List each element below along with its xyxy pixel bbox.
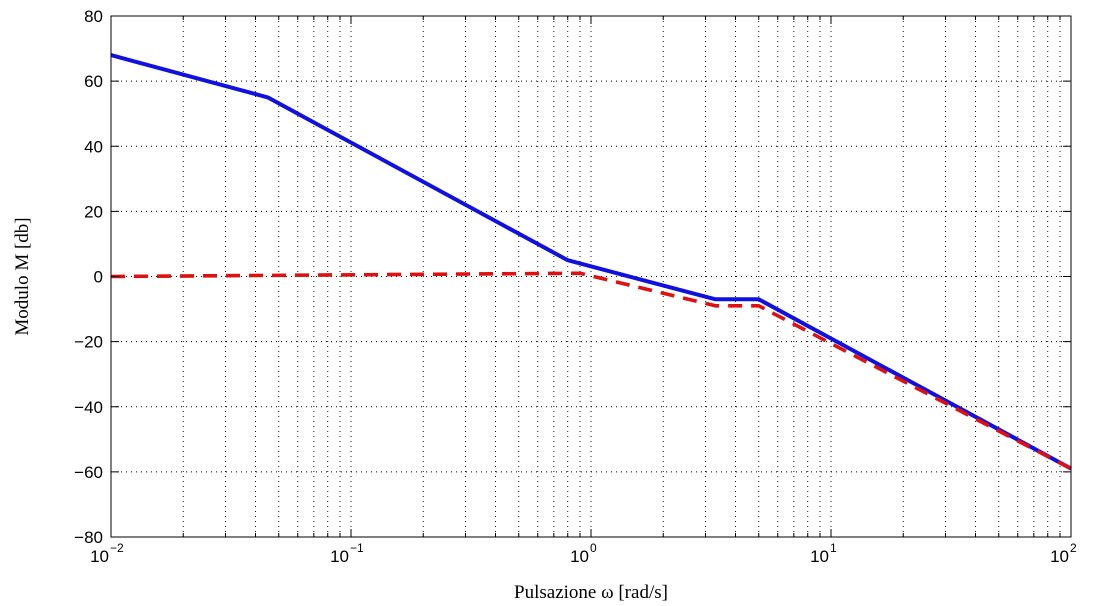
y-tick-label: 0 bbox=[94, 268, 103, 287]
series-layer bbox=[110, 53, 1072, 471]
x-axis-title: Pulsazione ω [rad/s] bbox=[514, 582, 668, 603]
x-tick-label-base: 10 bbox=[1050, 547, 1069, 566]
y-tick-label: 60 bbox=[84, 72, 103, 91]
x-tick-label-base: 10 bbox=[810, 547, 829, 566]
y-tick-label: −60 bbox=[74, 463, 103, 482]
series-line-1 bbox=[110, 53, 1072, 471]
x-tick-label-exponent: 0 bbox=[590, 541, 597, 555]
series-line-2 bbox=[110, 271, 1072, 471]
x-tick-label-base: 10 bbox=[570, 547, 589, 566]
x-tick-label-base: 10 bbox=[90, 547, 109, 566]
x-tick-label: 10 0 bbox=[570, 541, 597, 566]
x-tick-label-exponent: −1 bbox=[350, 541, 364, 555]
x-tick-label: 10 2 bbox=[1050, 541, 1077, 566]
x-tick-label: 10 −2 bbox=[90, 541, 124, 566]
y-tick-label: −40 bbox=[74, 398, 103, 417]
axes-layer bbox=[110, 15, 1072, 538]
x-tick-label-exponent: −2 bbox=[110, 541, 124, 555]
y-tick-label: 40 bbox=[84, 137, 103, 156]
y-tick-label: 20 bbox=[84, 202, 103, 221]
y-tick-label: 80 bbox=[84, 7, 103, 26]
y-tick-label: −20 bbox=[74, 333, 103, 352]
x-tick-label: 10 1 bbox=[810, 541, 837, 566]
x-tick-label-exponent: 2 bbox=[1070, 541, 1077, 555]
x-tick-label-base: 10 bbox=[330, 547, 349, 566]
x-tick-label: 10 −1 bbox=[330, 541, 364, 566]
y-tick-label: −80 bbox=[74, 528, 103, 547]
x-tick-label-exponent: 1 bbox=[830, 541, 837, 555]
y-axis-title: Modulo M [db] bbox=[12, 217, 33, 335]
labels-layer: Pulsazione ω [rad/s] Modulo M [db] −80 −6… bbox=[12, 7, 1077, 603]
grid-layer bbox=[111, 16, 1071, 537]
